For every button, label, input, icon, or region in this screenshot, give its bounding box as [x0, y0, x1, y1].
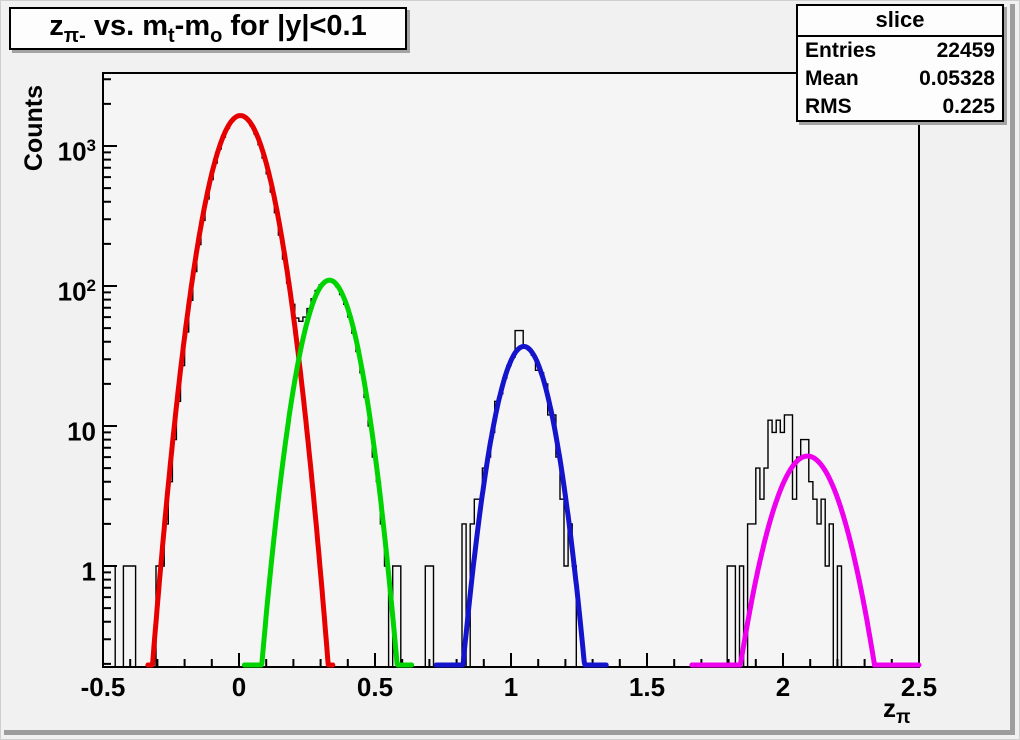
y-tick-label-1: 1 — [81, 556, 96, 587]
stats-row-mean: Mean 0.05328 — [798, 65, 1002, 93]
stats-row-entries: Entries 22459 — [798, 37, 1002, 65]
fit-curve-gaussian-red — [145, 113, 336, 668]
y-tick-label-10: 10 — [67, 416, 96, 447]
stats-title: slice — [798, 6, 1002, 37]
y-axis-title: Counts — [20, 84, 48, 172]
stats-label: Entries — [805, 39, 877, 62]
fit-curve-gaussian-blue — [433, 344, 609, 668]
title-text: zπ- vs. mt-mo for |y|<0.1 — [49, 9, 367, 47]
stats-value: 22459 — [936, 39, 995, 62]
y-tick-label-1000: 103 — [57, 136, 96, 167]
x-tick-label: 2.5 — [900, 672, 938, 702]
stats-value: 0.225 — [942, 95, 995, 118]
fit-curve-gaussian-magenta — [689, 453, 922, 668]
x-tick-label: 0.5 — [356, 672, 394, 702]
stats-value: 0.05328 — [919, 67, 995, 90]
x-axis-title: zπ — [883, 693, 911, 728]
window-shadow-right — [1010, 4, 1015, 735]
plot-frame — [102, 72, 920, 668]
x-tick-label: 2 — [775, 672, 791, 702]
stats-row-rms: RMS 0.225 — [798, 93, 1002, 121]
x-tick-label: 1.5 — [628, 672, 666, 702]
y-tick-label-100: 102 — [57, 276, 96, 307]
window-shadow-bottom — [4, 730, 1014, 735]
fit-curve-gaussian-green — [241, 277, 415, 668]
plot-title-box: zπ- vs. mt-mo for |y|<0.1 — [9, 7, 407, 50]
stats-label: RMS — [805, 95, 852, 118]
stats-label: Mean — [805, 67, 859, 90]
x-tick-label: -0.5 — [80, 672, 126, 702]
x-tick-label: 1 — [503, 672, 519, 702]
stats-box: slice Entries 22459 Mean 0.05328 RMS 0.2… — [796, 4, 1004, 122]
x-tick-label: 0 — [231, 672, 247, 702]
